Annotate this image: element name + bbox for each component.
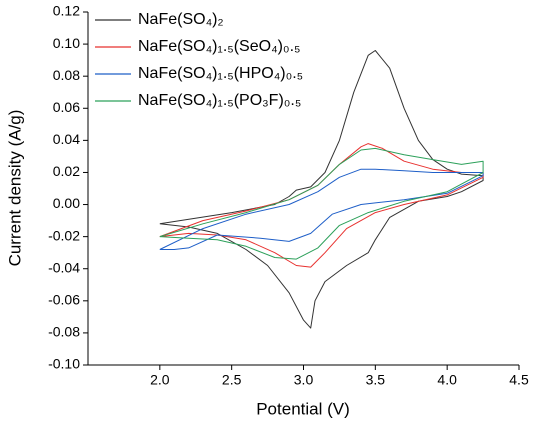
x-tick-label: 3.5 [366, 372, 386, 388]
legend-text: NaFe(SO₄)₂ [138, 11, 224, 28]
y-tick-label: 0.06 [53, 99, 80, 115]
y-tick-label: 0.04 [53, 131, 80, 147]
x-tick-label: 4.5 [509, 372, 529, 388]
legend-text: NaFe(SO₄)₁.₅(PO₃F)₀.₅ [138, 92, 301, 109]
x-tick-label: 3.0 [294, 372, 314, 388]
y-tick-label: 0.10 [53, 35, 80, 51]
legend-text: NaFe(SO₄)₁.₅(SeO₄)₀.₅ [138, 38, 300, 55]
y-tick-label: 0.08 [53, 67, 80, 83]
y-tick-label: -0.10 [48, 356, 80, 372]
y-tick-label: 0.12 [53, 3, 80, 19]
x-tick-label: 4.0 [437, 372, 457, 388]
y-tick-label: -0.06 [48, 292, 80, 308]
series-line [159, 168, 484, 250]
x-tick-label: 2.0 [150, 372, 170, 388]
series-line [159, 50, 484, 329]
x-tick-label: 2.5 [222, 372, 242, 388]
series-line [159, 147, 484, 260]
legend-text: NaFe(SO₄)₁.₅(HPO₄)₀.₅ [138, 65, 303, 82]
x-axis-title: Potential (V) [256, 399, 350, 418]
y-axis-title: Current density (A/g) [5, 110, 24, 267]
series-line [159, 143, 484, 268]
y-tick-label: -0.08 [48, 324, 80, 340]
y-tick-label: -0.02 [48, 227, 80, 243]
y-tick-label: 0.00 [53, 195, 80, 211]
y-tick-label: 0.02 [53, 163, 80, 179]
y-tick-label: -0.04 [48, 259, 80, 275]
